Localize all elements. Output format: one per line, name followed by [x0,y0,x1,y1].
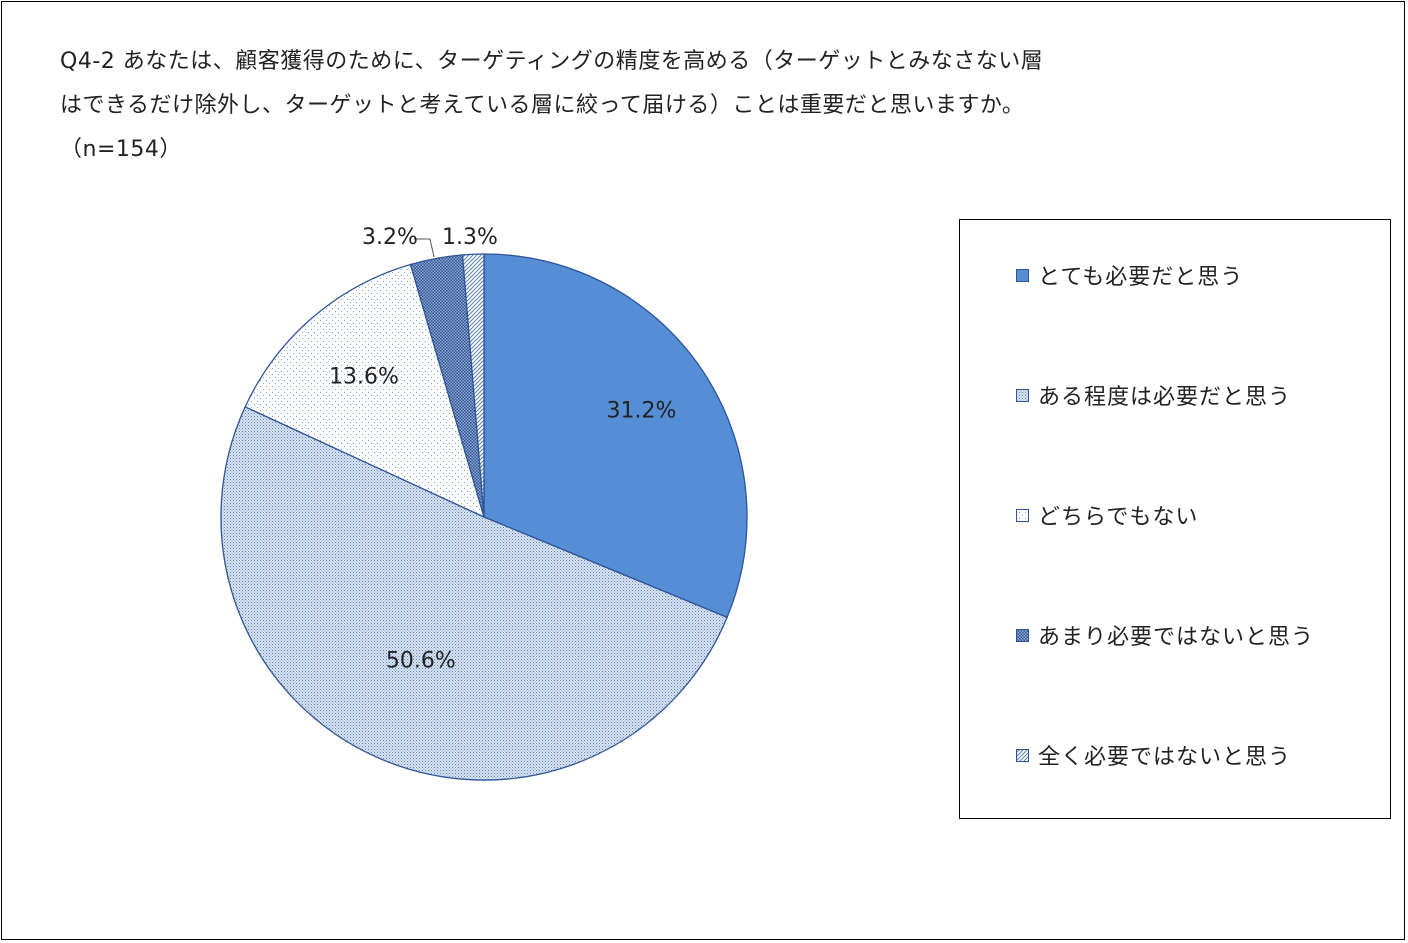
chart-title: Q4-2 あなたは、顧客獲得のために、ターゲティングの精度を高める（ターゲットと… [60,40,1180,172]
legend-label: どちらでもない [1038,505,1199,530]
legend-label: ある程度は必要だと思う [1038,385,1292,410]
legend-swatch [1016,268,1029,282]
legend-label: とても必要だと思う [1038,265,1244,290]
slice-neutral [244,263,486,519]
label-not-very-necessary: 3.2% [362,225,418,250]
legend: とても必要だと思うある程度は必要だと思う どちらでもないあまり必要ではないと思う全… [959,219,1391,819]
leader-line-label-not-very-necessary [414,238,435,258]
leader-lines [414,238,435,258]
legend-item-very-necessary: とても必要だと思う [1016,260,1243,290]
pie-slices [220,253,748,781]
title-line-1: Q4-2 あなたは、顧客獲得のために、ターゲティングの精度を高める（ターゲットと… [60,49,1044,74]
legend-swatch [1016,388,1029,402]
label-not-at-all-necessary: 1.3% [442,225,498,250]
legend-item-somewhat-necessary: ある程度は必要だと思う [1016,380,1291,410]
data-labels: 31.2% 50.6% 13.6% 3.2% 1.3% [329,225,676,674]
label-neutral: 13.6% [329,365,399,390]
legend-swatch [1016,508,1029,522]
legend-item-neutral: どちらでもない [1016,500,1198,530]
title-line-2: はできるだけ除外し、ターゲットと考えている層に絞って届ける）ことは重要だと思いま… [60,93,1025,118]
slice-very-necessary [483,253,748,619]
slice-somewhat-necessary [220,405,728,781]
legend-item-not-very-necessary: あまり必要ではないと思う [1016,620,1314,650]
label-very-necessary: 31.2% [606,399,676,424]
legend-swatch [1016,628,1029,642]
legend-item-not-at-all-necessary: 全く必要ではないと思う [1016,740,1291,770]
label-somewhat-necessary: 50.6% [386,649,456,674]
legend-label: 全く必要ではないと思う [1038,745,1292,770]
legend-swatch [1016,748,1029,762]
title-line-3: （n=154） [60,137,182,162]
legend-label: あまり必要ではないと思う [1038,625,1315,650]
slice-not-at-all-necessary [461,253,485,518]
